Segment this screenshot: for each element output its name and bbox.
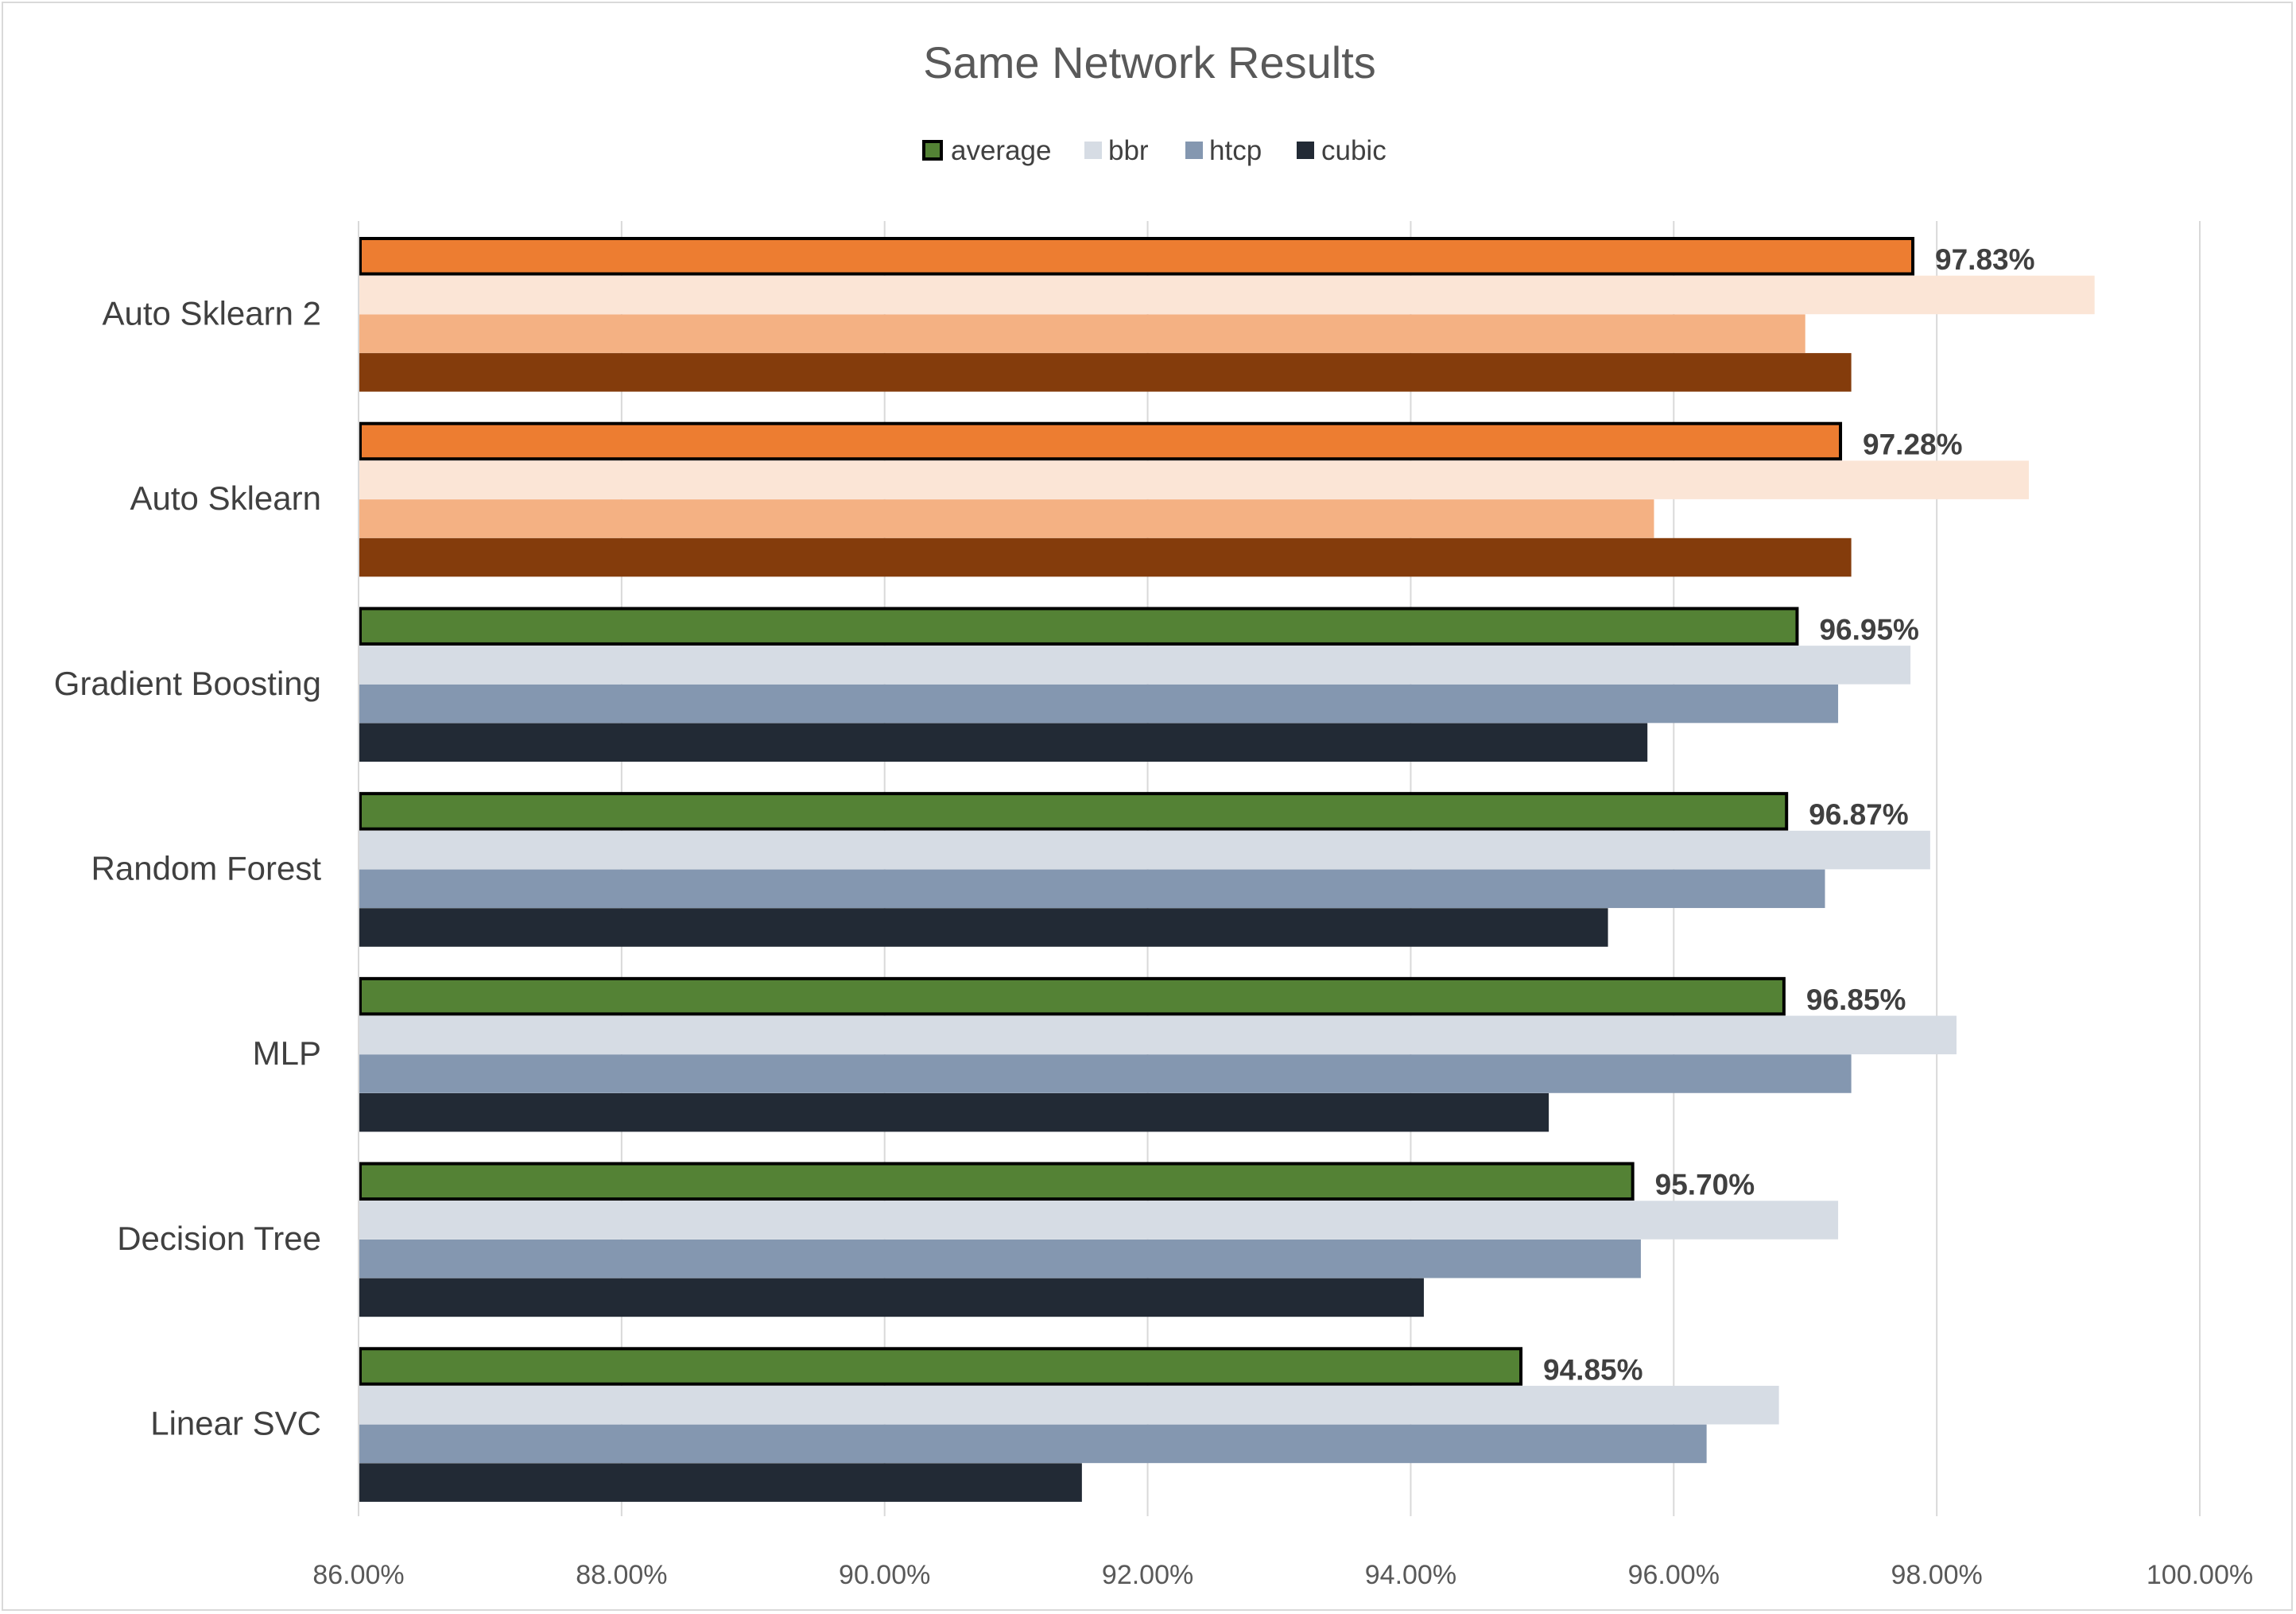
bar-bbr — [359, 1201, 1839, 1240]
category-labels: Auto Sklearn 2 Auto Sklearn Gradient Boost… — [54, 294, 322, 1441]
legend-label-htcp: htcp — [1209, 135, 1262, 166]
legend: average bbr htcp cubic — [922, 135, 1387, 166]
data-label: 96.95% — [1819, 613, 1919, 646]
bar-cubic — [359, 1278, 1424, 1317]
legend-swatch-cubic — [1297, 142, 1314, 159]
data-label: 94.85% — [1543, 1353, 1643, 1386]
bar-cubic — [359, 723, 1648, 762]
bar-average — [359, 1162, 1635, 1201]
category-label: Linear SVC — [150, 1405, 321, 1442]
bar-htcp — [359, 1054, 1852, 1093]
chart-title: Same Network Results — [923, 37, 1376, 87]
bar-average — [359, 421, 1843, 461]
bar-bbr — [359, 646, 1911, 685]
x-tick-label: 92.00% — [1102, 1560, 1193, 1590]
legend-label-cubic: cubic — [1321, 135, 1387, 166]
bar-htcp — [359, 499, 1654, 538]
bars — [358, 221, 2095, 1516]
bar-cubic — [359, 1092, 1549, 1132]
category-label: Random Forest — [91, 850, 322, 887]
category-label: Auto Sklearn — [130, 479, 321, 517]
bar-htcp — [359, 314, 1805, 353]
x-tick-label: 90.00% — [839, 1560, 930, 1590]
x-tick-label: 88.00% — [576, 1560, 667, 1590]
bar-cubic — [359, 353, 1852, 392]
bar-cubic — [359, 1463, 1082, 1502]
x-tick-label: 98.00% — [1891, 1560, 1982, 1590]
bar-average — [359, 1347, 1523, 1386]
bar-chart: Same Network Results average bbr htcp cubic… — [54, 37, 2253, 1590]
bar-htcp — [359, 869, 1825, 909]
bar-bbr — [359, 830, 1930, 870]
x-tick-label: 96.00% — [1628, 1560, 1720, 1590]
category-label: Gradient Boosting — [54, 665, 321, 702]
legend-swatch-bbr — [1084, 142, 1102, 159]
bar-htcp — [359, 1239, 1641, 1278]
bar-bbr — [359, 460, 2029, 499]
category-label: Auto Sklearn 2 — [102, 294, 321, 332]
data-label: 96.85% — [1806, 984, 1906, 1016]
bar-cubic — [359, 908, 1608, 947]
bar-average — [359, 237, 1915, 276]
data-label: 97.83% — [1935, 243, 2035, 276]
bar-htcp — [359, 684, 1839, 724]
data-label: 97.28% — [1863, 429, 1963, 461]
legend-label-bbr: bbr — [1108, 135, 1149, 166]
legend-swatch-htcp — [1185, 142, 1203, 159]
bar-average — [359, 607, 1799, 646]
x-tick-labels: 86.00% 88.00% 90.00% 92.00% 94.00% 96.00% 98.0… — [312, 1560, 2253, 1590]
category-label: MLP — [253, 1034, 321, 1072]
x-tick-label: 94.00% — [1365, 1560, 1456, 1590]
data-label: 95.70% — [1655, 1169, 1755, 1201]
data-labels: 97.83% 97.28% 96.95% 96.87% 96.85% 95.70% 94.8… — [1543, 243, 2034, 1386]
legend-label-average: average — [951, 135, 1051, 166]
bar-bbr — [359, 1015, 1957, 1055]
legend-swatch-average — [922, 140, 943, 161]
data-label: 96.87% — [1809, 798, 1909, 831]
bar-bbr — [359, 275, 2095, 315]
x-tick-label: 86.00% — [312, 1560, 404, 1590]
bar-bbr — [359, 1385, 1779, 1425]
bar-average — [359, 792, 1789, 831]
bar-htcp — [359, 1424, 1707, 1464]
x-tick-label: 100.00% — [2147, 1560, 2253, 1590]
bar-average — [359, 976, 1786, 1016]
category-label: Decision Tree — [117, 1220, 321, 1257]
bar-cubic — [359, 537, 1852, 577]
